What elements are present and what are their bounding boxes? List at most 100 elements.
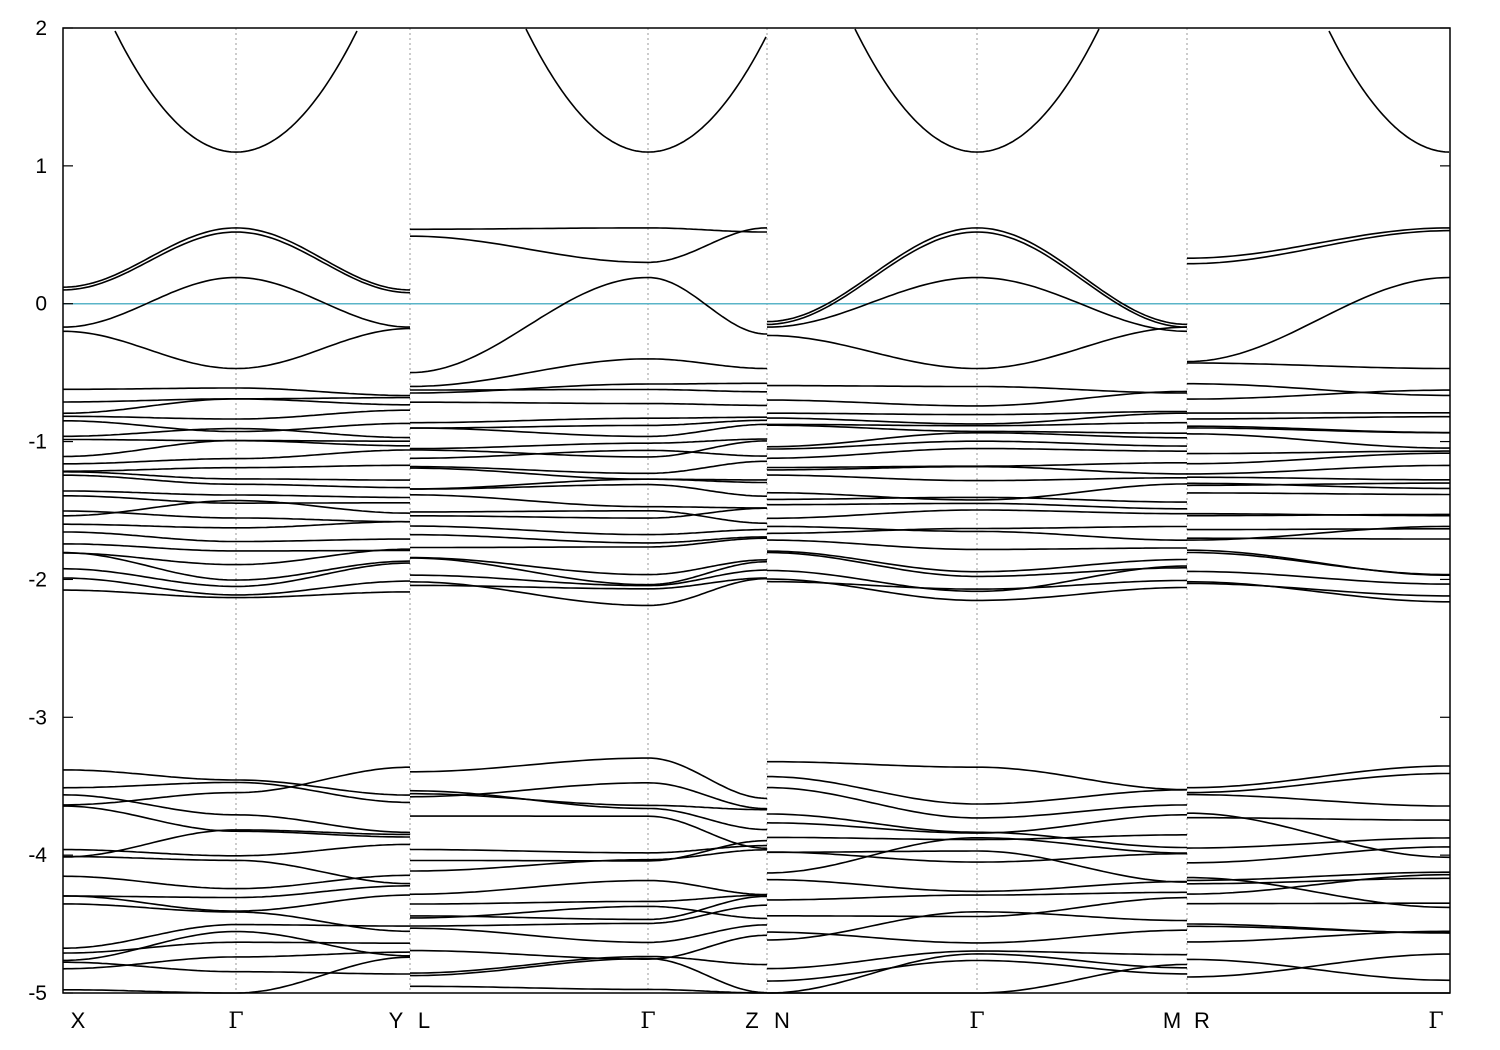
y-tick-label: -1 (28, 431, 47, 454)
y-tick-label: -3 (28, 706, 47, 729)
valence-band (410, 510, 768, 525)
valence-band (767, 509, 1187, 520)
valence-band (63, 894, 410, 912)
valence-band (766, 483, 1188, 501)
valence-band (63, 427, 410, 439)
valence-band (1187, 846, 1450, 864)
valence-band (1187, 570, 1450, 585)
valence-band (410, 985, 767, 994)
valence-band (1187, 482, 1450, 490)
valence-band (766, 227, 1188, 326)
valence-band (410, 423, 767, 438)
valence-band (63, 805, 410, 838)
valence-band (410, 792, 767, 811)
valence-band (63, 449, 410, 465)
valence-band (766, 447, 1187, 460)
valence-band (63, 387, 410, 397)
valence-band (410, 440, 767, 458)
valence-band (767, 950, 1187, 970)
valence-band (410, 227, 767, 264)
x-kpoint-label: Γ (228, 1009, 243, 1034)
valence-band (62, 794, 411, 834)
valence-band (1187, 476, 1450, 481)
valence-band (1186, 837, 1451, 849)
valence-band (62, 231, 411, 294)
valence-band (410, 494, 768, 509)
valence-band (1187, 925, 1450, 934)
valence-band (62, 464, 410, 473)
valence-band (62, 548, 410, 566)
valence-band (766, 326, 1188, 370)
valence-band (1187, 765, 1450, 789)
valence-band (1187, 812, 1451, 859)
conduction-band (854, 28, 1100, 153)
valence-band (63, 843, 410, 857)
valence-band (766, 551, 1187, 578)
x-kpoint-label: M (1163, 1008, 1181, 1033)
valence-band (767, 465, 1187, 475)
valence-band (1186, 482, 1450, 487)
valence-band (410, 839, 767, 862)
valence-band (63, 829, 411, 858)
valence-band (410, 507, 767, 519)
valence-band (409, 276, 767, 374)
valence-band (1187, 382, 1450, 397)
valence-band (63, 471, 410, 481)
valence-band (767, 891, 1187, 901)
valence-band (767, 834, 1187, 841)
conduction-band (114, 30, 358, 153)
valence-band (1187, 528, 1450, 531)
valence-band (1187, 512, 1450, 517)
valence-band (63, 490, 410, 499)
valence-band (767, 813, 1187, 849)
valence-band (410, 533, 767, 544)
valence-band (410, 757, 768, 800)
valence-band (62, 439, 410, 458)
valence-band (409, 782, 768, 810)
valence-band (63, 495, 410, 504)
conduction-band (1328, 30, 1450, 153)
x-kpoint-label: Γ (969, 1009, 984, 1034)
valence-band (410, 934, 767, 960)
valence-band (62, 874, 410, 890)
valence-band (1186, 582, 1450, 597)
valence-band (410, 419, 767, 429)
valence-band (409, 577, 767, 607)
valence-band (62, 562, 410, 588)
valence-band (766, 578, 1187, 602)
valence-band (767, 412, 1187, 425)
valence-band (410, 894, 767, 905)
x-kpoint-label: Y (389, 1008, 404, 1033)
valence-band (409, 789, 767, 831)
valence-band (63, 520, 410, 529)
valence-band (1187, 902, 1450, 905)
valence-band (63, 510, 410, 523)
valence-band (63, 543, 410, 552)
valence-band (1187, 362, 1450, 370)
valence-band (767, 850, 1187, 883)
valence-band (63, 474, 410, 489)
x-kpoint-label: Γ (1428, 1009, 1443, 1034)
valence-band (410, 537, 767, 549)
valence-band (63, 956, 411, 994)
valence-band (1187, 772, 1450, 794)
valence-band (1187, 389, 1450, 400)
valence-band (410, 358, 767, 388)
conduction-band (525, 28, 767, 153)
valence-band (767, 851, 1187, 863)
valence-band (410, 844, 767, 854)
valence-band (767, 474, 1187, 482)
band-lines (62, 28, 1451, 994)
valence-band (766, 550, 1187, 573)
valence-band (1187, 873, 1450, 895)
valence-band (410, 449, 767, 460)
valence-band (1186, 415, 1450, 420)
valence-band (1187, 551, 1451, 576)
valence-band (1186, 953, 1450, 978)
y-tick-label: 1 (35, 155, 47, 178)
valence-band (1187, 464, 1450, 475)
valence-band (1187, 958, 1451, 982)
valence-band (63, 766, 410, 806)
valence-band (767, 837, 1188, 874)
